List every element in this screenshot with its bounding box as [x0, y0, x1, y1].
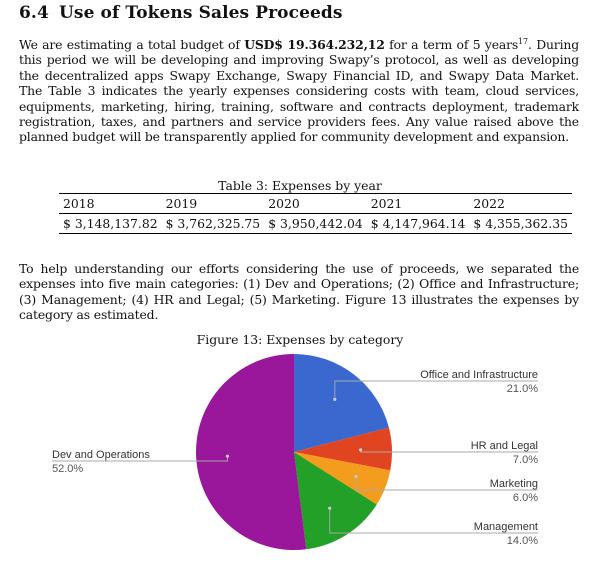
- pie-slice-marketing: [294, 452, 391, 505]
- budget-lead-text: We are estimating a total budget of: [19, 37, 245, 52]
- budget-rest-text: . During this period we will be developi…: [19, 37, 580, 145]
- pie-leader-dot: [354, 474, 358, 479]
- table-header-row: 2018 2019 2020 2021 2022: [59, 193, 572, 214]
- pie-slice-label: HR and Legal: [471, 440, 538, 452]
- budget-term-text: for a term of 5 years: [384, 37, 519, 52]
- pie-leader-line: [329, 508, 538, 534]
- table-header-cell: 2020: [268, 196, 300, 211]
- budget-paragraph: We are estimating a total budget of USD$…: [19, 37, 579, 145]
- table-header-cell: 2018: [63, 196, 95, 211]
- pie-slice-label: Marketing: [490, 478, 538, 490]
- pie-leader-dot: [359, 448, 363, 452]
- pie-slice-office-and-infrastructure: [294, 354, 389, 452]
- pie-leader-dot: [333, 397, 337, 401]
- footnote-marker[interactable]: 17: [518, 36, 528, 46]
- table-cell: $ 3,148,137.82: [63, 216, 158, 231]
- table-row: $ 3,148,137.82 $ 3,762,325.75 $ 3,950,44…: [59, 214, 572, 234]
- pie-slice-label: Management: [474, 521, 538, 533]
- categories-paragraph: To help understanding our efforts consid…: [19, 261, 579, 323]
- section-title: Use of Tokens Sales Proceeds: [59, 3, 343, 23]
- expenses-pie-chart: Office and Infrastructure 21.0% HR and Leg…: [52, 354, 538, 550]
- table-header-cell: 2022: [473, 196, 505, 211]
- table-header-cell: 2019: [165, 196, 198, 211]
- table-cell: $ 4,355,362.35: [473, 216, 568, 231]
- table-header-cell: 2021: [370, 196, 403, 211]
- pie-slice-percent: 6.0%: [513, 492, 538, 504]
- pie-slice-label: Dev and Operations: [52, 449, 150, 461]
- pie-leader-line: [52, 456, 228, 462]
- table-caption: Table 3: Expenses by year: [218, 178, 382, 193]
- pie-slice-percent: 14.0%: [507, 535, 538, 547]
- pie-slice-dev-and-operations: [195, 354, 307, 550]
- table-cell: $ 3,762,325.75: [165, 216, 261, 231]
- pie-slice-hr-and-legal: [294, 427, 392, 471]
- expenses-table: 2018 2019 2020 2021 2022 $ 3,148,137.82 …: [59, 193, 572, 234]
- pie-slice-label: Office and Infrastructure: [420, 369, 538, 381]
- budget-amount: USD$ 19.364.232,12: [244, 37, 385, 52]
- pie-slice-percent: 7.0%: [513, 454, 538, 466]
- table-cell: $ 3,950,442.04: [268, 216, 363, 231]
- section-number: 6.4: [19, 3, 49, 23]
- pie-slice-percent: 52.0%: [52, 463, 83, 475]
- pie-slice-percent: 21.0%: [507, 383, 538, 395]
- pie-leader-line: [355, 476, 538, 491]
- figure-caption: Figure 13: Expenses by category: [196, 332, 404, 347]
- pie-slice-management: [294, 452, 377, 550]
- section-heading: 6.4 Use of Tokens Sales Proceeds: [19, 3, 589, 23]
- pie-leader-dot: [225, 454, 230, 458]
- table-cell: $ 4,147,964.14: [370, 216, 466, 231]
- pie-leader-line: [334, 380, 538, 400]
- pie-leader-dot: [328, 506, 332, 510]
